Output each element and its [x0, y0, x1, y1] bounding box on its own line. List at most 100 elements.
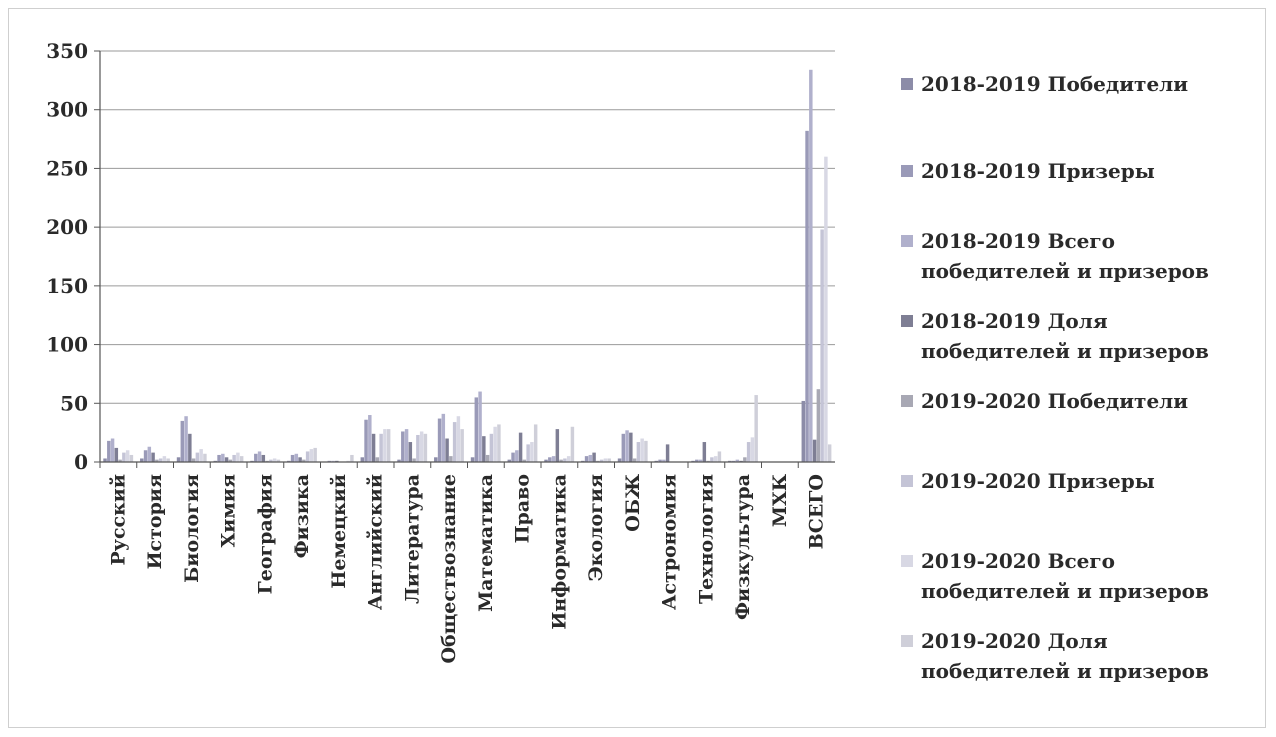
bar: [199, 449, 203, 462]
bar: [551, 456, 556, 462]
bar: [489, 433, 494, 462]
legend-label: 2019-2020 Доля победителей и призеров: [921, 629, 1209, 683]
x-tick-label: МХК: [769, 473, 791, 527]
bar: [371, 433, 376, 462]
legend-swatch: [901, 475, 913, 487]
x-tick-label: Русский: [107, 474, 129, 566]
bar: [162, 456, 167, 462]
bar: [522, 459, 527, 462]
y-tick-label: 0: [74, 450, 88, 474]
bar: [110, 438, 115, 462]
bar: [640, 438, 644, 462]
bar: [607, 458, 611, 462]
x-tick-label: Экология: [585, 474, 607, 581]
bar: [254, 453, 258, 462]
bar: [629, 432, 633, 462]
bar: [559, 459, 563, 462]
bar: [533, 424, 538, 462]
bar: [816, 389, 821, 462]
bar: [441, 413, 446, 462]
bar: [702, 442, 707, 462]
legend-swatch: [901, 635, 913, 647]
x-tick-label: Немецкий: [328, 474, 350, 589]
legend-label: 2019-2020 Победители: [921, 389, 1189, 413]
bar: [224, 457, 229, 462]
bar: [478, 391, 482, 462]
bar: [599, 459, 604, 462]
bar: [636, 442, 641, 462]
legend-swatch: [901, 315, 913, 327]
x-tick-label: Астрономия: [659, 474, 681, 610]
bar: [698, 459, 703, 462]
bar: [305, 451, 310, 462]
bar: [412, 458, 416, 462]
bar: [401, 431, 405, 462]
bar: [482, 436, 486, 462]
bar: [184, 416, 188, 462]
bar: [820, 229, 824, 462]
x-tick-labels: Русский История Биология Химия География Физи…: [107, 473, 827, 663]
legend-swatch: [901, 165, 913, 177]
bar: [518, 432, 523, 462]
bar: [824, 156, 828, 462]
legend-label: 2019-2020 Призеры: [921, 469, 1155, 493]
legend-label: 2018-2019 Призеры: [921, 159, 1155, 183]
x-tick-label: Физкультура: [732, 474, 754, 620]
legend-entry: 2018-2019 Победители: [901, 69, 1271, 99]
bar: [592, 452, 596, 462]
bar: [397, 459, 401, 462]
bar: [228, 459, 233, 462]
bar: [735, 459, 740, 462]
bar: [710, 457, 714, 462]
bar: [493, 426, 497, 462]
bar: [166, 458, 170, 462]
chart-frame: 0 50 100 150 200 250 300 350 Русский История Биол…: [8, 8, 1266, 728]
bar: [809, 69, 813, 462]
x-tick-label: География: [254, 474, 276, 594]
legend-entry: 2019-2020 Всего победителей и призеров: [901, 546, 1271, 606]
legend-entry: 2019-2020 Призеры: [901, 466, 1271, 496]
bar: [662, 459, 666, 462]
bar: [236, 452, 240, 462]
bar: [114, 447, 119, 462]
bar: [544, 459, 548, 462]
bar: [750, 437, 755, 462]
bar: [470, 457, 475, 462]
bar: [548, 457, 552, 462]
legend-label: 2019-2020 Всего победителей и призеров: [921, 549, 1209, 603]
y-tick-label: 200: [46, 215, 88, 239]
bar: [290, 454, 295, 462]
bar: [129, 454, 134, 462]
y-tick-label: 300: [46, 98, 88, 122]
bar: [203, 453, 207, 462]
bar: [632, 458, 637, 462]
bar: [261, 454, 266, 462]
bar: [302, 459, 306, 462]
y-tick-label: 100: [46, 333, 88, 357]
bar: [474, 397, 479, 462]
bar: [379, 433, 383, 462]
x-tick-label: История: [144, 474, 166, 569]
bar: [298, 457, 302, 462]
bar: [588, 454, 593, 462]
bar: [221, 453, 225, 462]
bar: [743, 457, 747, 462]
gridlines: [100, 50, 835, 404]
legend-swatch: [901, 555, 913, 567]
legend-entry: 2019-2020 Победители: [901, 386, 1271, 416]
bar: [452, 422, 457, 462]
bar: [272, 458, 277, 462]
bar: [563, 458, 567, 462]
bar: [313, 447, 317, 462]
bar: [717, 451, 722, 462]
legend-label: 2018-2019 Доля победителей и призеров: [921, 309, 1209, 363]
bar: [125, 450, 130, 462]
bar: [665, 444, 670, 462]
bar: [445, 438, 449, 462]
bar: [158, 458, 163, 462]
bar: [416, 434, 420, 462]
bar: [257, 451, 262, 462]
bar: [140, 458, 144, 462]
bar: [375, 457, 380, 462]
x-tick-label: Английский: [365, 474, 387, 610]
